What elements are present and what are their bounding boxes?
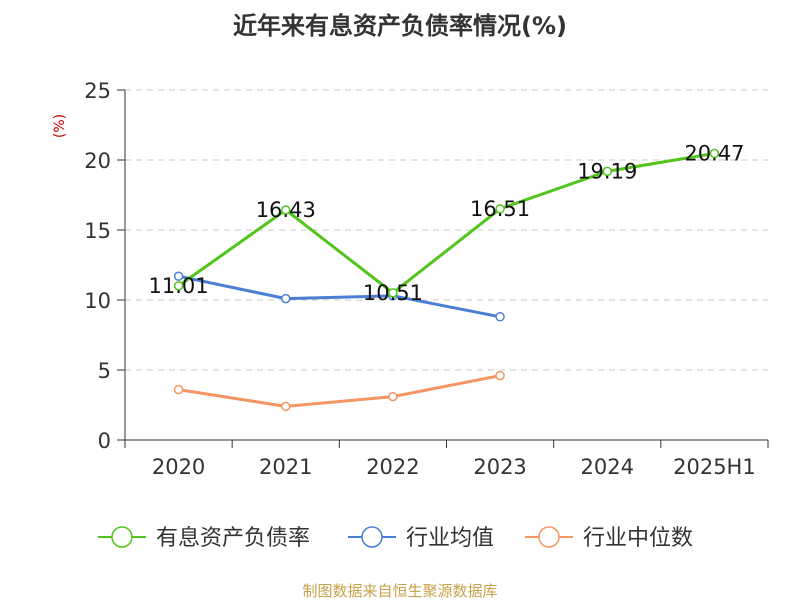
x-tick-label: 2022 [366,455,419,479]
legend-label: 行业均值 [406,526,494,551]
data-label: 16.51 [470,197,530,221]
grid-lines [125,89,768,371]
data-label: 16.43 [256,198,316,222]
y-tick-label: 5 [98,359,111,383]
legend-marker-icon [538,526,560,548]
chart-title: 近年来有息资产负债率情况(%) [233,12,567,40]
legend-item-1[interactable]: 行业均值 [348,526,494,551]
y-axis-unit-label: (%) [52,114,68,138]
data-point [173,271,184,281]
legend-item-2[interactable]: 行业中位数 [525,526,693,551]
y-tick-label: 25 [84,79,111,103]
legend-item-0[interactable]: 有息资产负债率 [98,526,310,551]
y-tick-label: 20 [84,149,111,173]
y-tick-label: 0 [98,429,111,453]
x-tick-label: 2020 [152,455,205,479]
data-label: 11.01 [149,274,209,298]
data-labels: 11.01 16.43 10.51 16.51 19.19 20.47 [149,141,745,304]
data-point [495,204,505,214]
x-tick-label: 2021 [259,455,312,479]
series-line-2 [178,374,501,408]
data-point [495,370,505,381]
legend-label: 行业中位数 [583,526,693,551]
series-line-1 [178,274,501,319]
data-point [281,293,291,304]
data-label: 10.51 [363,281,423,305]
y-tick-label: 10 [84,289,111,313]
data-label: 19.19 [577,159,637,183]
legend-marker-icon [361,526,383,548]
data-label: 20.47 [684,141,744,165]
data-point [602,166,612,177]
legend[interactable]: 有息资产负债率 行业均值 行业中位数 [98,526,693,551]
x-tick-label: 2024 [581,455,634,479]
data-point [388,288,398,298]
legend-marker-icon [111,526,133,548]
data-point [281,205,291,215]
data-point [281,401,291,412]
legend-label: 有息资产负债率 [156,526,310,551]
series-lines [173,148,720,412]
data-point [173,384,184,395]
x-tick-label: 2023 [473,455,526,479]
y-tick-label: 15 [84,219,111,243]
axes: 0 5 10 15 20 25 2020 2021 2022 2023 2024 2025H1 [84,79,769,479]
data-point [495,312,505,322]
source-footer: 制图数据来自恒生聚源数据库 [302,582,497,600]
data-point [173,281,184,291]
data-point [709,148,720,159]
data-point [388,391,398,402]
x-tick-label: 2025H1 [673,455,756,479]
series-line-0 [177,151,715,295]
